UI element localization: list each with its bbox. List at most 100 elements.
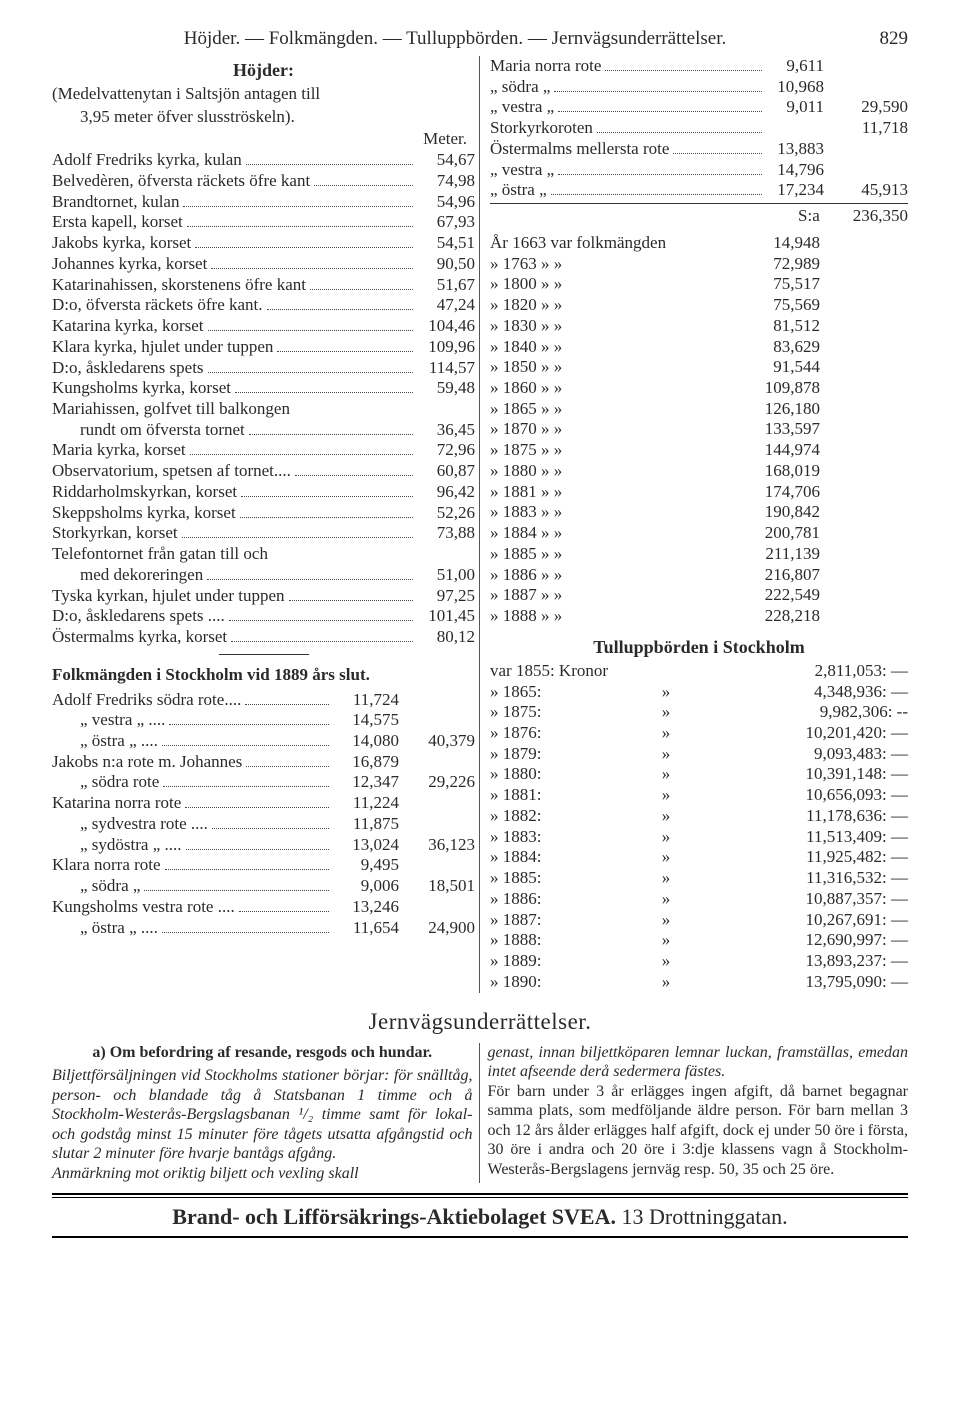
folk-value: 9,006 xyxy=(333,876,399,897)
year-value: 81,512 xyxy=(690,316,820,337)
hojder-value: 54,96 xyxy=(417,192,475,213)
hojder-value: 101,45 xyxy=(417,606,475,627)
folk-value: 14,575 xyxy=(333,710,399,731)
rote-value: 13,883 xyxy=(766,139,824,160)
rote-sum: 29,590 xyxy=(824,97,908,118)
tull-year: » 1879: xyxy=(490,744,630,765)
year-value: 144,974 xyxy=(690,440,820,461)
year-row: » 1884 » »200,781 xyxy=(490,523,908,544)
hojder-label: Storkyrkan, korset xyxy=(52,523,178,544)
folk-label: Jakobs n:a rote m. Johannes xyxy=(52,752,242,773)
rote-row: „ södra „10,968 xyxy=(490,77,908,98)
rote-label: Storkyrkoroten xyxy=(490,118,593,139)
tull-year: » 1875: xyxy=(490,702,630,723)
footer-rest: 13 Drottninggatan. xyxy=(616,1204,788,1229)
year-label: » 1885 » » xyxy=(490,544,690,565)
tull-value: 10,887,357: — xyxy=(702,889,908,910)
tull-year: » 1883: xyxy=(490,827,630,848)
folk-label: Katarina norra rote xyxy=(52,793,181,814)
year-row: » 1888 » »228,218 xyxy=(490,606,908,627)
tull-value: 10,391,148: — xyxy=(702,764,908,785)
year-label: » 1850 » » xyxy=(490,357,690,378)
hojder-label: Katarina kyrka, korset xyxy=(52,316,204,337)
hojder-value: 47,24 xyxy=(417,295,475,316)
jern-r1-text: genast, innan biljettköparen lemnar luck… xyxy=(488,1044,909,1081)
tull-ditto: » xyxy=(630,910,702,931)
jern-right-p2: För barn under 3 år erlägges ingen afgif… xyxy=(488,1082,909,1180)
tull-row: » 1882:»11,178,636: — xyxy=(490,806,908,827)
tull-row: » 1875:»9,982,306: -- xyxy=(490,702,908,723)
tull-ditto: » xyxy=(630,847,702,868)
year-label: » 1865 » » xyxy=(490,399,690,420)
folk-value: 14,080 xyxy=(333,731,399,752)
tull-value: 10,267,691: — xyxy=(702,910,908,931)
tull-row: » 1884:»11,925,482: — xyxy=(490,847,908,868)
year-row: » 1820 » »75,569 xyxy=(490,295,908,316)
hojder-label: Riddarholmskyrkan, korset xyxy=(52,482,237,503)
year-label: » 1860 » » xyxy=(490,378,690,399)
year-value: 72,989 xyxy=(690,254,820,275)
tull-value: 13,795,090: — xyxy=(702,972,908,993)
tull-row: » 1883:»11,513,409: — xyxy=(490,827,908,848)
footer-rule xyxy=(52,1193,908,1195)
folk-row: „ östra „ ....11,65424,900 xyxy=(52,918,475,939)
rote-value: 14,796 xyxy=(766,160,824,181)
hojder-value: 54,51 xyxy=(417,233,475,254)
hojder-row: Riddarholmskyrkan, korset96,42 xyxy=(52,482,475,503)
folk-value: 9,495 xyxy=(333,855,399,876)
year-label: » 1840 » » xyxy=(490,337,690,358)
rote-value: 9,611 xyxy=(766,56,824,77)
folk-row: „ vestra „ .... 14,575 xyxy=(52,710,475,731)
tull-row: » 1889:»13,893,237: — xyxy=(490,951,908,972)
folk-label: „ vestra „ .... xyxy=(80,710,165,731)
hojder-row: Mariahissen, golfvet till balkongen xyxy=(52,399,475,420)
rote-label: „ vestra „ xyxy=(490,97,554,118)
year-label: » 1886 » » xyxy=(490,565,690,586)
tull-value: 9,093,483: — xyxy=(702,744,908,765)
divider xyxy=(219,654,309,655)
rote-label: „ vestra „ xyxy=(490,160,554,181)
tull-lead: var 1855: Kronor 2,811,053: — xyxy=(490,661,908,682)
tull-title: Tulluppbörden i Stockholm xyxy=(490,637,908,659)
hojder-value: 51,00 xyxy=(417,565,475,586)
tull-lead-value: 2,811,053: — xyxy=(630,661,908,682)
tull-year: » 1889: xyxy=(490,951,630,972)
folk-sum: 29,226 xyxy=(399,772,475,793)
year-value: 75,569 xyxy=(690,295,820,316)
folk-value: 12,347 xyxy=(333,772,399,793)
rote-label: „ östra „ xyxy=(490,180,547,201)
unit-label: Meter. xyxy=(52,129,475,150)
tull-ditto: » xyxy=(630,764,702,785)
folk-value: 11,724 xyxy=(333,690,399,711)
hojder-label: rundt om öfversta tornet xyxy=(80,420,245,441)
tull-ditto: » xyxy=(630,868,702,889)
tull-row: » 1886:»10,887,357: — xyxy=(490,889,908,910)
right-column: Maria norra rote9,611„ södra „10,968„ ve… xyxy=(480,56,908,993)
year-row: » 1860 » »109,878 xyxy=(490,378,908,399)
tull-value: 10,656,093: — xyxy=(702,785,908,806)
hojder-label: D:o, åskledarens spets .... xyxy=(52,606,225,627)
year-row: År 1663 var folkmängden14,948 xyxy=(490,233,908,254)
tull-year: » 1882: xyxy=(490,806,630,827)
tull-ditto: » xyxy=(630,682,702,703)
folk-sum: 36,123 xyxy=(399,835,475,856)
year-value: 211,139 xyxy=(690,544,820,565)
hojder-row: Telefontornet från gatan till och xyxy=(52,544,475,565)
folk-label: Kungsholms vestra rote .... xyxy=(52,897,235,918)
folk-row: Klara norra rote9,495 xyxy=(52,855,475,876)
folk-row: Adolf Fredriks södra rote....11,724 xyxy=(52,690,475,711)
folk-row: „ sydöstra „ ....13,02436,123 xyxy=(52,835,475,856)
left-column: Höjder: (Medelvattenytan i Saltsjön anta… xyxy=(52,56,480,993)
hojder-row: Belvedèren, öfversta räckets öfre kant74… xyxy=(52,171,475,192)
folk-row: „ södra „9,00618,501 xyxy=(52,876,475,897)
footer-ad: Brand- och Lifförsäkrings-Aktiebolaget S… xyxy=(52,1197,908,1238)
tull-value: 12,690,997: — xyxy=(702,930,908,951)
tull-row: » 1879:»9,093,483: — xyxy=(490,744,908,765)
tull-year: » 1887: xyxy=(490,910,630,931)
tull-ditto: » xyxy=(630,806,702,827)
tull-year: » 1886: xyxy=(490,889,630,910)
year-label: » 1888 » » xyxy=(490,606,690,627)
hojder-value: 90,50 xyxy=(417,254,475,275)
tull-value: 11,178,636: — xyxy=(702,806,908,827)
folk-label: „ östra „ .... xyxy=(80,918,158,939)
